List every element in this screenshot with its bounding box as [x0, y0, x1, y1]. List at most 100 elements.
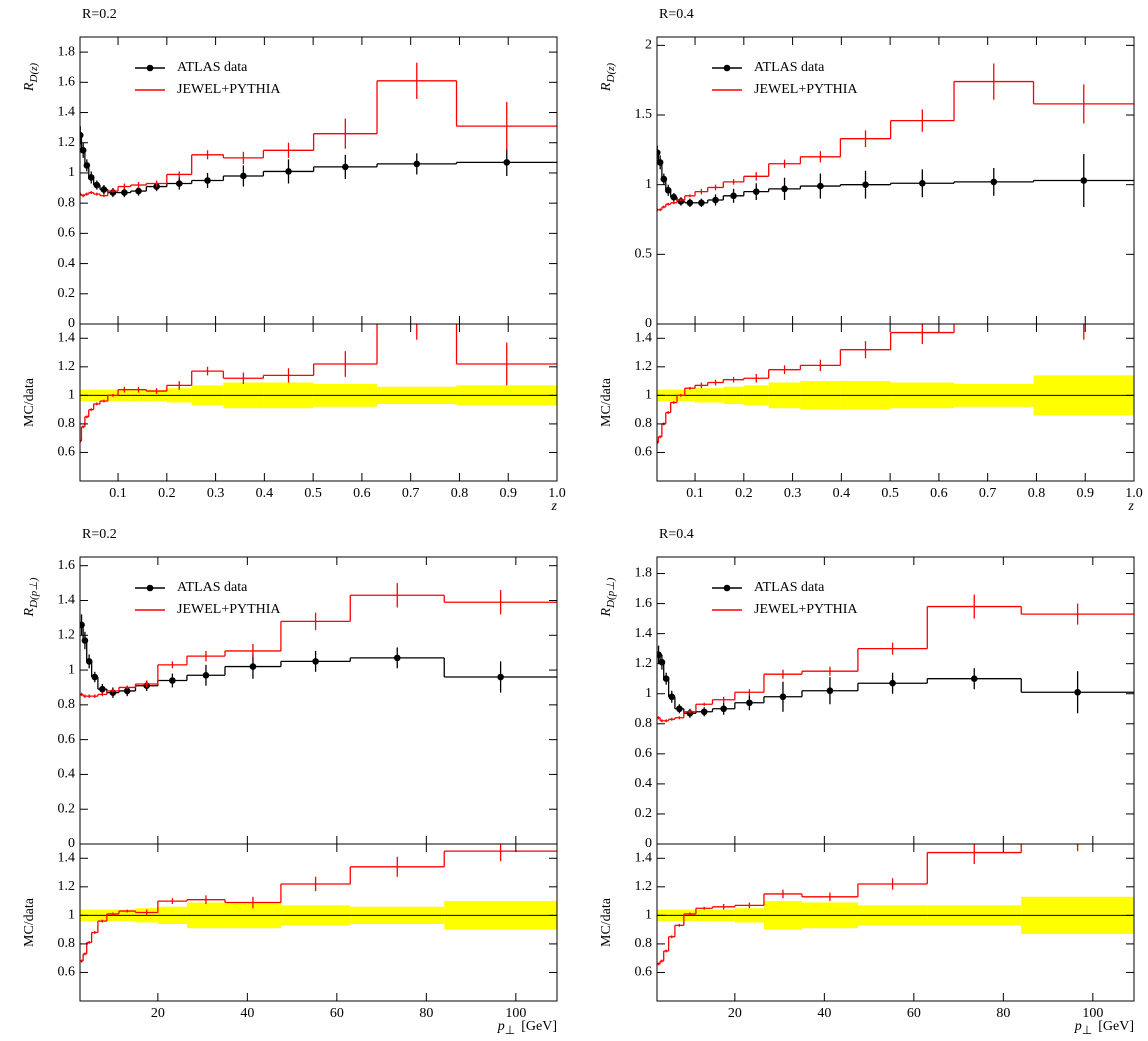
x-axis-label-unit: [GeV] — [1098, 1019, 1134, 1034]
y-tick-label: 0.8 — [58, 195, 76, 210]
x-axis-label-text: p — [497, 1019, 505, 1034]
panel-title: R=0.2 — [82, 527, 117, 542]
y-tick-label: 1.6 — [58, 558, 76, 573]
data-point — [990, 178, 998, 186]
x-tick-label: 80 — [996, 1006, 1010, 1021]
data-point — [240, 172, 247, 180]
y-tick-label: 1.4 — [58, 593, 76, 608]
y-axis-label-text: R — [599, 607, 614, 617]
y-axis-label-text: MC/data — [22, 377, 37, 427]
legend-label: JEWEL+PYTHIA — [754, 602, 858, 617]
plot-area — [80, 324, 557, 443]
data-point — [99, 685, 106, 693]
y-tick-label: 1 — [68, 662, 75, 677]
x-tick-label: 1.0 — [548, 486, 566, 501]
data-point — [312, 658, 319, 665]
x-axis-label: z — [551, 499, 558, 514]
y-tick-label: 0.4 — [58, 256, 76, 271]
y-tick-label: 1.4 — [58, 105, 76, 120]
y-tick-label: 0.6 — [635, 965, 653, 980]
data-point — [175, 180, 183, 187]
y-axis-label: MC/data — [599, 377, 614, 427]
legend-label: ATLAS data — [177, 60, 248, 75]
y-axis-label-subscript: D(z) — [28, 63, 40, 84]
y-tick-label: 0.6 — [635, 445, 653, 460]
x-axis-label: p⊥ [GeV] — [1074, 1019, 1134, 1037]
x-axis-label-unit: [GeV] — [521, 1019, 557, 1034]
x-tick-label: 0.9 — [499, 486, 517, 501]
y-tick-label: 0.8 — [58, 936, 76, 951]
x-tick-label: 0.2 — [158, 486, 176, 501]
x-axis-label-text: z — [551, 499, 558, 514]
legend-marker — [146, 584, 154, 592]
legend-label: ATLAS data — [754, 60, 825, 75]
legend-marker — [723, 64, 731, 72]
data-point — [135, 187, 142, 195]
y-tick-label: 0.5 — [635, 247, 653, 262]
y-tick-label: 1.2 — [58, 627, 76, 642]
plot-area — [657, 324, 1134, 444]
y-tick-label: 1.6 — [58, 75, 76, 90]
y-tick-label: 0.8 — [58, 697, 76, 712]
x-tick-label: 0.8 — [1028, 486, 1046, 501]
data-point — [503, 159, 511, 166]
y-tick-label: 0.6 — [635, 746, 653, 761]
x-axis-label: p⊥ [GeV] — [497, 1019, 557, 1037]
plot-area — [80, 583, 557, 698]
y-tick-label: 1.4 — [58, 330, 76, 345]
x-tick-label: 20 — [151, 1006, 165, 1021]
data-point — [169, 677, 176, 684]
data-point — [1074, 688, 1081, 696]
legend-marker — [146, 64, 154, 72]
y-tick-label: 0.2 — [58, 286, 76, 301]
y-tick-label: 0 — [645, 836, 652, 851]
y-tick-label: 0.6 — [58, 965, 76, 980]
x-tick-label: 60 — [330, 1006, 344, 1021]
y-axis-label-text: MC/data — [599, 377, 614, 427]
x-axis-label-text: z — [1128, 499, 1135, 514]
data-point — [123, 687, 131, 695]
frame — [79, 36, 558, 325]
y-axis-label-text: R — [22, 82, 37, 92]
panel: R=0.2 0 0.2 0.4 0.6 0.8 1 1.2 1.4 1.6 1.8 RD(z) ATLA… — [22, 7, 566, 514]
frame — [656, 843, 1135, 1002]
y-tick-label: 0.8 — [635, 716, 653, 731]
x-tick-label: 0.1 — [686, 486, 704, 501]
data-point — [413, 160, 421, 168]
plot-area — [80, 62, 557, 198]
data-point — [202, 671, 210, 679]
plot-area — [80, 844, 557, 963]
data-point — [87, 174, 95, 181]
panel: R=0.2 0 0.2 0.4 0.6 0.8 1 1.2 1.4 1.6 RD(p⊥) ATLAS … — [22, 527, 558, 1037]
y-axis-label: MC/data — [22, 897, 37, 947]
data-point — [720, 705, 727, 713]
frame — [656, 556, 1135, 845]
x-tick-label: 0.7 — [402, 486, 420, 501]
data-point — [746, 699, 753, 707]
data-point — [85, 658, 93, 665]
data-point — [664, 186, 672, 194]
y-axis-label-subscript: D(z) — [605, 63, 617, 84]
data-point — [781, 185, 788, 193]
y-axis-label-subscript: D(p⊥) — [28, 577, 40, 609]
y-axis-label: RD(p⊥) — [22, 577, 39, 617]
data-point — [121, 189, 128, 196]
data-point — [80, 621, 85, 629]
y-axis-label-text: MC/data — [22, 897, 37, 947]
y-tick-label: 1.4 — [635, 330, 653, 345]
y-tick-label: 1.2 — [635, 879, 653, 894]
y-tick-label: 0.8 — [58, 416, 76, 431]
y-axis-label: RD(z) — [22, 63, 39, 92]
x-tick-label: 0.3 — [207, 486, 225, 501]
x-tick-label: 0.2 — [735, 486, 753, 501]
y-tick-label: 1.5 — [635, 107, 653, 122]
x-tick-label: 100 — [505, 1006, 526, 1021]
x-tick-label: 0.1 — [109, 486, 127, 501]
data-point — [919, 179, 926, 187]
data-point — [686, 199, 694, 207]
legend-label: JEWEL+PYTHIA — [177, 82, 281, 97]
x-tick-label: 0.6 — [353, 486, 371, 501]
data-point — [342, 163, 349, 171]
